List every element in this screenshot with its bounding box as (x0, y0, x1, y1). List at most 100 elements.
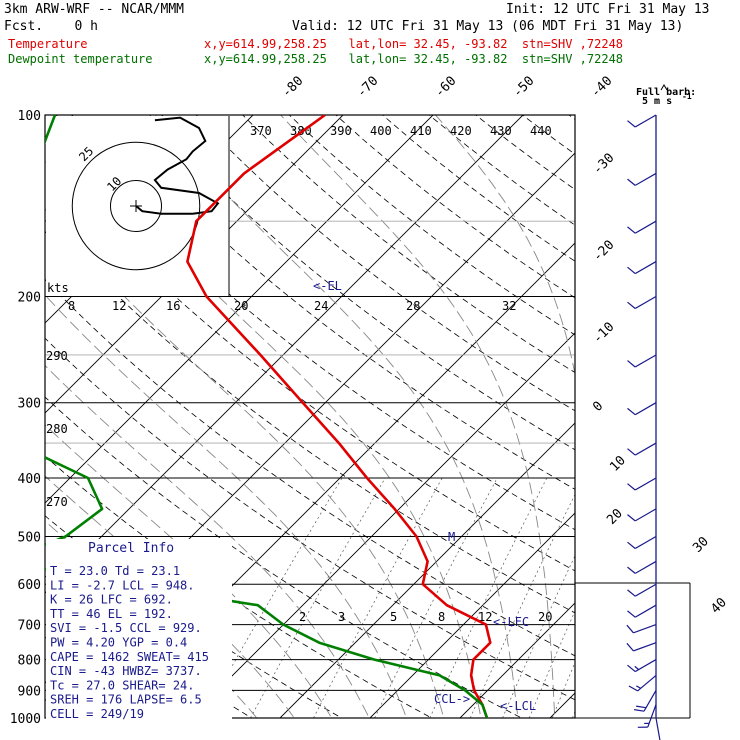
theta-label-left: 290 (46, 349, 68, 363)
legend-dewpoint-info: x,y=614.99,258.25 lat,lon= 32.45, -93.82… (204, 52, 624, 66)
model-title: 3km ARW-WRF -- NCAR/MMM (4, 2, 185, 17)
wind-barb (627, 114, 657, 128)
lcl-marker: <-LCL (500, 699, 536, 713)
wind-barb-shaft (634, 354, 657, 368)
legend-temperature-info: x,y=614.99,258.25 lat,lon= 32.45, -93.82… (204, 37, 624, 51)
parcel-info-row: SVI = -1.5 CCL = 929. (50, 621, 202, 635)
dry-adiabat (55, 115, 575, 531)
moist-adiabat (435, 115, 575, 377)
m-marker: M (448, 530, 455, 544)
parcel-info-row: SREH = 176 LAPSE= 6.5 (50, 693, 202, 707)
theta-label-top: 430 (490, 124, 512, 138)
pressure-tick-label: 700 (18, 619, 41, 634)
mixing-ratio-label-700: 20 (538, 610, 552, 624)
wind-barb-half-flag (636, 685, 641, 689)
wind-barb-flag (627, 178, 636, 186)
mixing-ratio-line (374, 477, 498, 718)
wind-barb-flag (636, 705, 647, 709)
moist-adiabat (45, 294, 407, 718)
dry-adiabat (289, 115, 575, 336)
parcel-info-row: Tc = 27.0 SHEAR= 24. (50, 678, 195, 692)
wind-barb (627, 442, 657, 456)
wind-barb-flag (627, 407, 636, 416)
legend-dewpoint-label: Dewpoint temperature (8, 52, 153, 66)
wind-barb (627, 220, 657, 234)
wind-barb (637, 704, 657, 728)
pressure-tick-label: 1000 (10, 712, 41, 727)
theta-label-left: 270 (46, 495, 68, 509)
wind-barb-flag (627, 226, 636, 234)
wind-barb-flag (627, 360, 636, 368)
pressure-tick-label: 100 (18, 109, 41, 124)
wind-barb-shaft (655, 717, 661, 740)
isotherm (369, 512, 575, 718)
pressure-tick-label: 900 (18, 684, 41, 699)
wind-barb-flag (627, 448, 636, 456)
lfc-marker: <-LFC (493, 615, 529, 629)
wind-barb-flag (628, 685, 638, 692)
isotherm (459, 602, 575, 718)
dry-adiabat (568, 115, 575, 120)
mixing-ratio-label-200: 12 (112, 299, 126, 313)
hodograph-ring-10 (110, 180, 162, 232)
wind-barb-flag (627, 266, 636, 275)
isotherm-label: -40 (588, 74, 615, 101)
el-marker: <-EL (313, 279, 342, 293)
dry-adiabat (382, 115, 575, 262)
full-barb-units: 5 m s (642, 96, 672, 107)
parcel-info-row: TT = 46 EL = 192. (50, 607, 173, 621)
dry-adiabat (428, 115, 575, 226)
isotherm (45, 115, 524, 594)
dry-adiabat (45, 160, 575, 572)
mixing-ratio-label-200: 24 (314, 299, 328, 313)
wind-barb-shaft (643, 690, 657, 712)
parcel-info-row: LI = -2.7 LCL = 948. (50, 578, 195, 592)
parcel-info-row: CELL = 249/19 (50, 707, 144, 721)
mixing-ratio-line (313, 477, 443, 718)
dry-adiabat (522, 115, 575, 155)
wind-barb-shaft (634, 560, 657, 574)
wind-barb-half-flag (634, 665, 640, 671)
wind-barb (627, 560, 657, 574)
wind-barb-shaft (634, 508, 657, 522)
isotherm (549, 692, 575, 718)
wind-barb-flag (626, 624, 634, 634)
parcel-info-panel: Parcel Info T = 23.0 Td = 23.1LI = -2.7 L… (46, 539, 232, 721)
full-barb-exponent: -1 (682, 92, 692, 101)
wind-barb (627, 261, 657, 275)
isotherm-label: 30 (690, 534, 712, 556)
dewpoint-profile (45, 115, 489, 718)
full-barb-label: Full barb: (636, 87, 696, 98)
theta-label-top: 440 (530, 124, 552, 138)
mixing-ratio-line (502, 554, 575, 718)
parcel-info-background (46, 539, 232, 721)
parcel-info-row: CIN = -43 HWBZ= 3737. (50, 664, 202, 678)
wind-barb (634, 690, 657, 712)
dry-adiabat (335, 115, 575, 299)
wind-barb-flag (627, 514, 636, 522)
isotherm-label: -70 (354, 74, 381, 101)
legend-temperature-label: Temperature (8, 37, 88, 51)
dry-adiabat (662, 115, 740, 731)
wind-barb-shaft (634, 261, 657, 275)
isotherm-label: 40 (708, 595, 730, 617)
pressure-tick-label: 800 (18, 654, 41, 669)
dry-adiabat (195, 115, 575, 412)
wind-barb (627, 402, 657, 416)
wind-barb (627, 172, 657, 186)
pressure-tick-label: 300 (18, 397, 41, 412)
theta-label-top: 370 (250, 124, 272, 138)
wind-barb-shaft (634, 296, 657, 310)
wind-barb-shaft (634, 402, 657, 416)
moist-adiabat (45, 208, 445, 718)
wind-barb-shaft (634, 114, 657, 128)
wind-barb-shaft (634, 442, 657, 456)
wind-barb-shaft (634, 477, 657, 491)
wind-barb-flag (626, 642, 634, 652)
isotherm (45, 115, 434, 504)
parcel-info-row: PW = 4.20 YGP = 0.4 (50, 636, 187, 650)
mixing-ratio-line (572, 710, 575, 718)
dry-adiabat (475, 115, 575, 190)
isotherm (45, 115, 344, 414)
